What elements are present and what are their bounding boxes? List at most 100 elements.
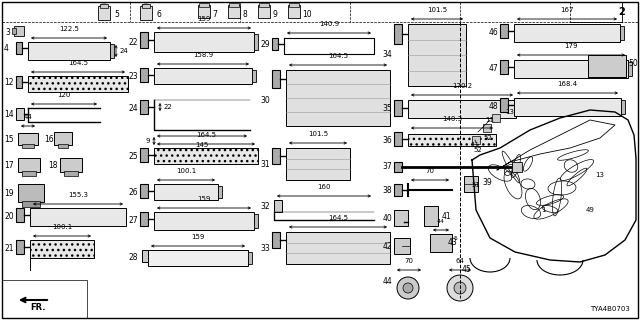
Text: 167: 167 xyxy=(560,7,573,13)
Text: 35: 35 xyxy=(382,103,392,113)
Text: 23: 23 xyxy=(129,71,138,81)
Text: 41: 41 xyxy=(442,212,452,220)
Text: 4: 4 xyxy=(4,44,9,52)
Text: 11: 11 xyxy=(470,142,479,148)
Bar xyxy=(408,100,516,118)
Bar xyxy=(140,212,148,226)
Bar xyxy=(394,210,408,226)
Bar xyxy=(110,44,114,58)
Bar xyxy=(274,200,282,212)
Text: 10: 10 xyxy=(302,10,312,19)
Text: 6: 6 xyxy=(156,10,161,19)
Bar xyxy=(154,32,254,52)
Text: 25: 25 xyxy=(129,151,138,161)
Bar xyxy=(492,114,500,122)
Text: 36: 36 xyxy=(382,135,392,145)
Bar xyxy=(16,42,22,54)
Text: 9: 9 xyxy=(145,138,150,144)
Bar xyxy=(512,162,522,172)
Bar xyxy=(254,214,258,228)
Text: 38: 38 xyxy=(382,186,392,195)
Text: 22: 22 xyxy=(129,37,138,46)
Text: 64: 64 xyxy=(456,258,465,264)
Ellipse shape xyxy=(142,4,150,8)
Bar xyxy=(140,6,152,20)
Text: 26: 26 xyxy=(129,188,138,196)
Bar xyxy=(464,176,478,192)
Bar xyxy=(588,55,626,77)
Bar xyxy=(154,184,218,200)
Bar xyxy=(28,42,110,60)
Text: 8: 8 xyxy=(242,10,247,19)
Text: 19: 19 xyxy=(4,188,13,197)
Text: 42: 42 xyxy=(382,242,392,251)
Bar xyxy=(394,132,402,146)
Bar xyxy=(272,70,280,88)
Text: 50: 50 xyxy=(628,59,637,68)
Bar xyxy=(148,250,248,266)
Ellipse shape xyxy=(454,282,466,294)
Text: 28: 28 xyxy=(129,253,138,262)
Bar xyxy=(621,100,625,114)
Bar xyxy=(394,184,402,196)
Bar xyxy=(140,148,148,162)
Bar xyxy=(98,6,110,20)
Text: 43: 43 xyxy=(448,237,458,246)
Bar xyxy=(289,3,299,7)
Bar xyxy=(199,3,209,7)
Bar xyxy=(64,171,78,176)
Bar xyxy=(286,148,350,180)
Bar xyxy=(500,24,508,38)
Bar xyxy=(198,5,210,18)
Bar xyxy=(18,184,44,202)
Bar xyxy=(2,280,87,318)
Text: 52: 52 xyxy=(484,135,492,141)
Bar xyxy=(154,148,258,164)
Text: 9: 9 xyxy=(272,10,277,19)
Text: 120: 120 xyxy=(58,92,70,98)
Text: 3: 3 xyxy=(5,28,10,36)
Bar xyxy=(408,24,466,86)
Bar xyxy=(12,28,16,34)
Bar xyxy=(483,124,491,132)
Text: 164.5: 164.5 xyxy=(196,132,216,138)
Text: 31: 31 xyxy=(260,159,270,169)
Text: 2: 2 xyxy=(619,7,625,17)
Text: 51: 51 xyxy=(472,182,481,188)
Bar xyxy=(394,162,402,172)
Bar xyxy=(248,252,252,264)
Bar xyxy=(229,3,239,7)
Bar xyxy=(272,148,280,164)
Text: 140.9: 140.9 xyxy=(319,21,339,27)
Bar xyxy=(28,76,128,92)
Text: 44: 44 xyxy=(24,114,33,120)
Bar xyxy=(18,158,40,172)
Bar xyxy=(154,212,254,230)
Text: 164.5: 164.5 xyxy=(68,60,88,66)
Text: 21: 21 xyxy=(4,244,13,252)
Text: 13: 13 xyxy=(595,172,605,178)
Text: 39: 39 xyxy=(482,178,492,187)
Text: TYA4B0703: TYA4B0703 xyxy=(590,306,630,312)
Text: 159: 159 xyxy=(191,234,205,240)
Bar xyxy=(288,5,300,18)
Text: 44: 44 xyxy=(437,219,445,224)
Text: 159: 159 xyxy=(197,16,211,22)
Bar xyxy=(142,4,150,8)
Bar xyxy=(58,144,68,148)
Bar xyxy=(30,208,126,226)
Text: 49: 49 xyxy=(586,207,595,213)
Text: 179: 179 xyxy=(564,43,578,49)
Text: 45: 45 xyxy=(462,266,472,275)
Bar xyxy=(16,76,22,88)
Bar xyxy=(22,201,40,207)
Text: 16: 16 xyxy=(44,134,54,143)
Text: 155.3: 155.3 xyxy=(68,192,88,198)
Bar xyxy=(142,250,148,262)
Text: 164.5: 164.5 xyxy=(328,53,348,59)
Text: 24: 24 xyxy=(120,48,129,54)
Text: 158.9: 158.9 xyxy=(193,52,213,58)
Text: 34: 34 xyxy=(382,50,392,59)
Ellipse shape xyxy=(447,275,473,301)
Ellipse shape xyxy=(397,277,419,299)
